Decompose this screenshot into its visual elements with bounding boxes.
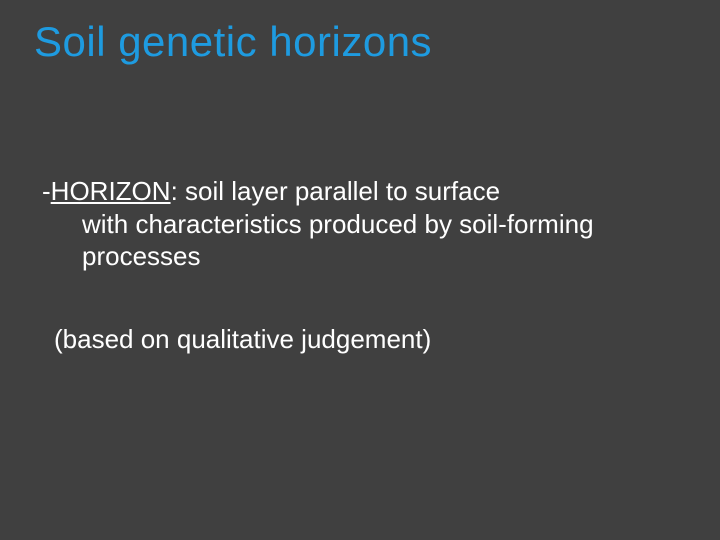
definition-text-line1: soil layer parallel to surface (185, 176, 500, 206)
slide: Soil genetic horizons -HORIZON: soil lay… (0, 0, 720, 540)
definition-text-rest: with characteristics produced by soil-fo… (42, 208, 660, 273)
slide-body: -HORIZON: soil layer parallel to surface… (42, 175, 660, 355)
slide-title: Soil genetic horizons (34, 18, 432, 66)
note-text: (based on qualitative judgement) (42, 323, 660, 356)
definition-term: HORIZON (51, 176, 171, 206)
definition-prefix: - (42, 176, 51, 206)
definition-separator: : (171, 176, 185, 206)
definition-block: -HORIZON: soil layer parallel to surface… (42, 175, 660, 273)
